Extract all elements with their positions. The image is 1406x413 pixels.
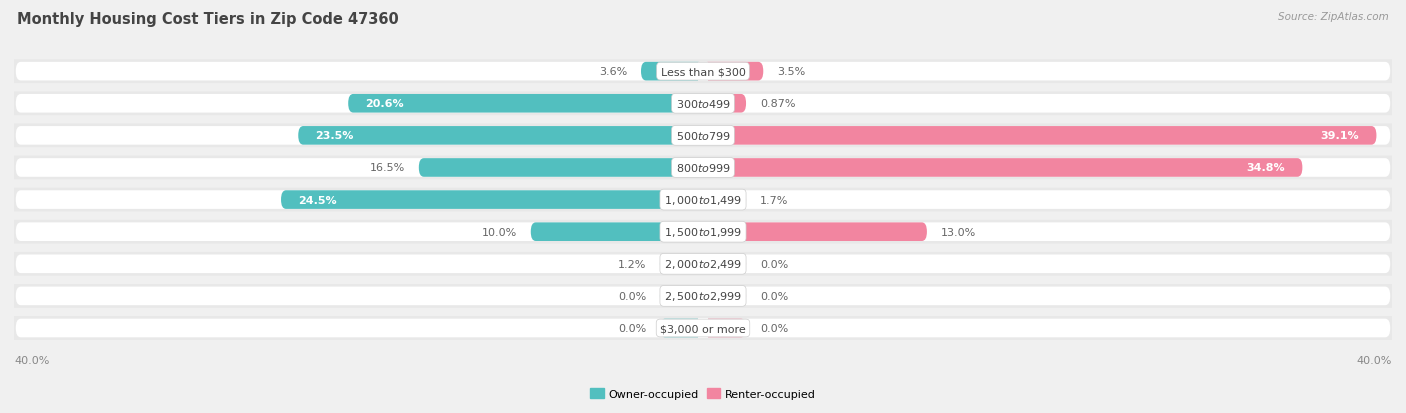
FancyBboxPatch shape bbox=[15, 319, 1391, 337]
Text: 0.0%: 0.0% bbox=[759, 323, 789, 333]
Text: 34.8%: 34.8% bbox=[1247, 163, 1285, 173]
FancyBboxPatch shape bbox=[703, 319, 747, 337]
Text: 24.5%: 24.5% bbox=[298, 195, 337, 205]
Text: $300 to $499: $300 to $499 bbox=[675, 98, 731, 110]
FancyBboxPatch shape bbox=[6, 316, 1400, 340]
Text: $3,000 or more: $3,000 or more bbox=[661, 323, 745, 333]
FancyBboxPatch shape bbox=[697, 287, 709, 306]
Text: 13.0%: 13.0% bbox=[941, 227, 976, 237]
FancyBboxPatch shape bbox=[6, 284, 1400, 308]
FancyBboxPatch shape bbox=[697, 223, 709, 242]
FancyBboxPatch shape bbox=[531, 223, 703, 242]
Text: 0.0%: 0.0% bbox=[617, 323, 647, 333]
FancyBboxPatch shape bbox=[6, 252, 1400, 276]
FancyBboxPatch shape bbox=[659, 255, 703, 273]
Text: $2,500 to $2,999: $2,500 to $2,999 bbox=[664, 290, 742, 303]
Text: 40.0%: 40.0% bbox=[1357, 355, 1392, 365]
FancyBboxPatch shape bbox=[15, 287, 1391, 306]
FancyBboxPatch shape bbox=[703, 95, 747, 113]
FancyBboxPatch shape bbox=[419, 159, 703, 177]
Text: 20.6%: 20.6% bbox=[366, 99, 404, 109]
FancyBboxPatch shape bbox=[697, 95, 709, 114]
Text: 3.6%: 3.6% bbox=[599, 67, 627, 77]
FancyBboxPatch shape bbox=[6, 60, 1400, 84]
Text: 0.0%: 0.0% bbox=[759, 259, 789, 269]
FancyBboxPatch shape bbox=[697, 159, 709, 178]
Text: Less than $300: Less than $300 bbox=[661, 67, 745, 77]
FancyBboxPatch shape bbox=[697, 318, 709, 338]
Text: $500 to $799: $500 to $799 bbox=[675, 130, 731, 142]
FancyBboxPatch shape bbox=[641, 63, 703, 81]
Text: 1.7%: 1.7% bbox=[759, 195, 789, 205]
FancyBboxPatch shape bbox=[15, 191, 1391, 209]
Text: 1.2%: 1.2% bbox=[617, 259, 647, 269]
Text: 16.5%: 16.5% bbox=[370, 163, 405, 173]
FancyBboxPatch shape bbox=[703, 159, 1302, 177]
Text: Monthly Housing Cost Tiers in Zip Code 47360: Monthly Housing Cost Tiers in Zip Code 4… bbox=[17, 12, 399, 27]
FancyBboxPatch shape bbox=[697, 62, 709, 82]
FancyBboxPatch shape bbox=[697, 254, 709, 274]
FancyBboxPatch shape bbox=[703, 191, 747, 209]
FancyBboxPatch shape bbox=[703, 223, 927, 242]
Text: 23.5%: 23.5% bbox=[315, 131, 354, 141]
Text: 0.0%: 0.0% bbox=[759, 291, 789, 301]
Text: $1,000 to $1,499: $1,000 to $1,499 bbox=[664, 194, 742, 206]
Text: 0.87%: 0.87% bbox=[759, 99, 796, 109]
FancyBboxPatch shape bbox=[6, 92, 1400, 116]
Text: $800 to $999: $800 to $999 bbox=[675, 162, 731, 174]
FancyBboxPatch shape bbox=[659, 319, 703, 337]
FancyBboxPatch shape bbox=[697, 190, 709, 210]
FancyBboxPatch shape bbox=[15, 159, 1391, 177]
FancyBboxPatch shape bbox=[703, 63, 763, 81]
FancyBboxPatch shape bbox=[6, 156, 1400, 180]
Text: 40.0%: 40.0% bbox=[14, 355, 49, 365]
FancyBboxPatch shape bbox=[703, 287, 747, 306]
Text: 10.0%: 10.0% bbox=[482, 227, 517, 237]
FancyBboxPatch shape bbox=[6, 124, 1400, 148]
FancyBboxPatch shape bbox=[15, 95, 1391, 113]
FancyBboxPatch shape bbox=[6, 188, 1400, 212]
FancyBboxPatch shape bbox=[703, 255, 747, 273]
FancyBboxPatch shape bbox=[281, 191, 703, 209]
FancyBboxPatch shape bbox=[298, 127, 703, 145]
FancyBboxPatch shape bbox=[15, 223, 1391, 242]
Text: 0.0%: 0.0% bbox=[617, 291, 647, 301]
FancyBboxPatch shape bbox=[697, 126, 709, 146]
Legend: Owner-occupied, Renter-occupied: Owner-occupied, Renter-occupied bbox=[586, 384, 820, 404]
FancyBboxPatch shape bbox=[659, 287, 703, 306]
FancyBboxPatch shape bbox=[15, 255, 1391, 273]
Text: 3.5%: 3.5% bbox=[778, 67, 806, 77]
FancyBboxPatch shape bbox=[6, 220, 1400, 244]
FancyBboxPatch shape bbox=[15, 127, 1391, 145]
FancyBboxPatch shape bbox=[15, 63, 1391, 81]
Text: $2,000 to $2,499: $2,000 to $2,499 bbox=[664, 258, 742, 271]
FancyBboxPatch shape bbox=[349, 95, 703, 113]
Text: $1,500 to $1,999: $1,500 to $1,999 bbox=[664, 225, 742, 239]
Text: 39.1%: 39.1% bbox=[1320, 131, 1360, 141]
FancyBboxPatch shape bbox=[703, 127, 1376, 145]
Text: Source: ZipAtlas.com: Source: ZipAtlas.com bbox=[1278, 12, 1389, 22]
